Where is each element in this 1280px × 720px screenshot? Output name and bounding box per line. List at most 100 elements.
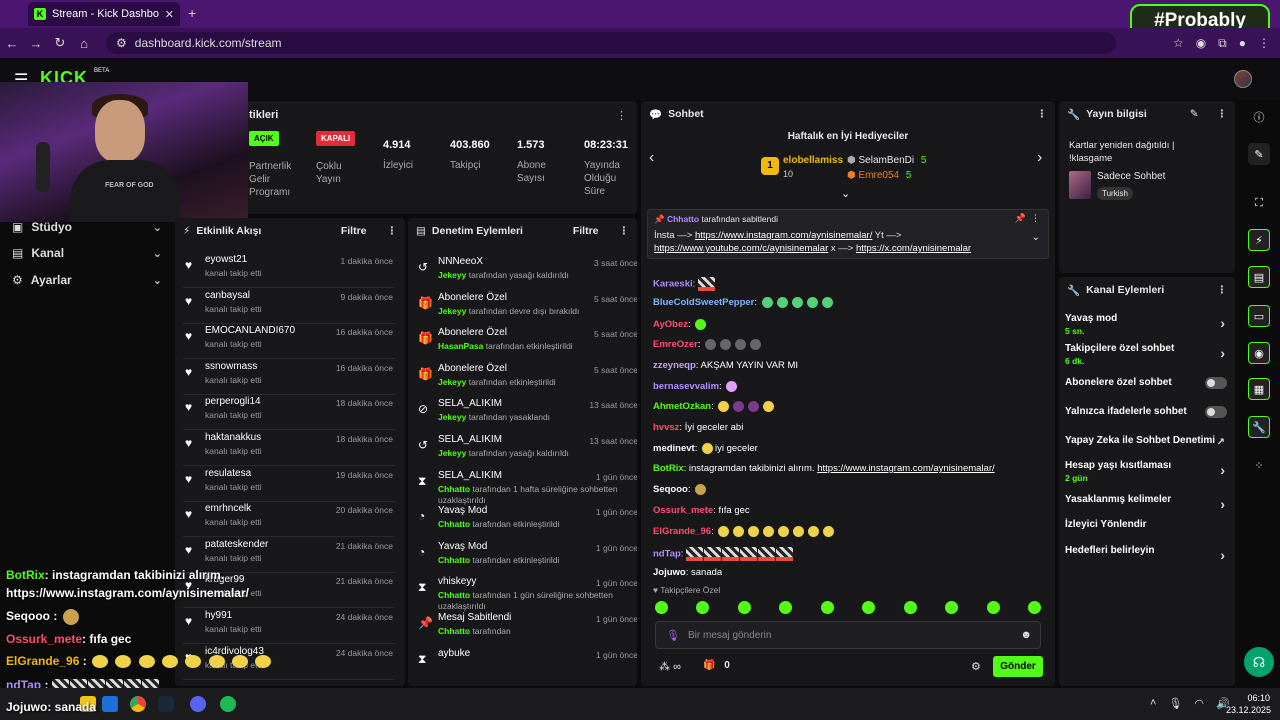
emote[interactable] [820,601,834,614]
chat-username[interactable]: Jojuwo [653,567,686,578]
emote[interactable] [903,601,917,614]
home-icon[interactable]: ⌂ [80,35,88,51]
close-tab-icon[interactable]: ✕ [164,8,174,21]
moderator-name[interactable]: Chhatto [438,519,471,530]
moderation-item[interactable]: ↺ SELA_ALIKIM Jekeyy tarafından yasağı kal… [416,434,637,468]
moderation-item[interactable]: ↺ NNNeeoX Jekeyy tarafından yasağı kaldırı… [416,256,637,290]
activity-item[interactable]: ♥ haktanakkus kanalı takip etti 18 dakika ö… [183,432,395,466]
chat-username[interactable]: Seqooo [653,484,688,496]
activity-user[interactable]: resulatesa [205,467,252,479]
category-thumbnail[interactable] [1069,171,1091,199]
moderation-item[interactable]: ⧗ aybuke 1 gün önce [416,648,637,682]
emote[interactable] [779,601,793,614]
emote[interactable] [737,601,751,614]
chat-input[interactable]: 🎙 Bir mesaj gönderin ☻ [655,621,1041,649]
x-link[interactable]: https://x.com/aynisinemalar [855,243,972,254]
more-apps-icon[interactable]: ⁘ [1254,459,1264,472]
profile-icon[interactable]: ● [1238,35,1246,50]
activity-filter-button[interactable]: Filtre [340,225,367,237]
moderation-item[interactable]: 📌 Mesaj Sabitlendi Chhatto tarafından 1 gün… [416,612,637,646]
chevron-up-icon[interactable]: ˄ [1150,697,1157,709]
moderator-name[interactable]: Chhatto [438,483,471,494]
kebab-menu-icon[interactable]: ⋮ [1216,284,1228,296]
channel-action-item[interactable]: Takipçilere özel sohbet 6 dk. › [1065,343,1229,366]
kebab-menu-icon[interactable]: ⋮ [618,225,630,237]
forward-icon[interactable]: → [29,35,43,51]
moderator-name[interactable]: Jekeyy [438,305,467,316]
activity-user[interactable]: emrhncelk [205,503,252,515]
toggle-switch[interactable] [1205,377,1227,389]
kebab-menu-icon[interactable]: ⋮ [386,225,398,237]
activity-user[interactable]: EMOCANLANDI670 [205,325,296,337]
chat-bubble-icon[interactable]: ▭ [1248,305,1270,327]
activity-item[interactable]: ♥ EMOCANLANDI670 kanalı takip etti 16 dakik… [183,325,395,360]
pin-icon[interactable]: 📌 [1014,213,1026,223]
chat-settings-gear-icon[interactable]: ⚙ [971,661,981,673]
toggle-switch[interactable] [1205,406,1227,418]
chevron-left-icon[interactable]: ‹ [649,149,655,166]
new-tab-icon[interactable]: + [188,5,197,21]
moderation-item[interactable]: 🎁 Abonelere Özel Jekeyy tarafından etkinle… [416,363,637,397]
emote[interactable] [862,601,876,614]
top-gifter-name[interactable]: elobellamiss [783,155,844,166]
moderation-item[interactable]: 🎁 Abonelere Özel Jekeyy tarafından devre d… [416,292,637,326]
emoji-icon[interactable]: ☻ [1020,629,1032,641]
channel-action-item[interactable]: Yalnızca ifadelerle sohbet [1065,406,1229,418]
category-name[interactable]: Sadece Sohbet [1097,171,1166,182]
volume-icon[interactable]: 🔊 [1216,698,1230,710]
outlook-icon[interactable] [102,696,118,712]
back-icon[interactable]: ← [5,35,19,51]
clipboard-icon[interactable]: ▤ [1248,266,1270,288]
user-avatar[interactable] [1234,70,1252,88]
moderation-item[interactable]: 🎁 Abonelere Özel HasanPasa tarafından etki… [416,327,637,361]
activity-item[interactable]: ♥ perperogli14 kanalı takip etti 18 dakika … [183,396,395,431]
file-explorer-icon[interactable] [80,696,96,712]
activity-user[interactable]: hy991 [205,610,233,621]
url-field[interactable]: ⚙ dashboard.kick.com/stream [106,32,1116,54]
channel-action-item[interactable]: Hedefleri belirleyin › [1065,545,1229,563]
broadcast-icon[interactable]: ◉ [1248,342,1270,364]
chat-username[interactable]: BotRix [653,463,684,474]
nav-studio[interactable]: ▣ Stüdyo ⌄ [12,220,162,234]
moderation-item[interactable]: ⊘ SELA_ALIKIM Jekeyy tarafından yasaklandı… [416,398,637,432]
expand-down-icon[interactable]: ⌄ [841,188,851,200]
activity-user[interactable]: eyowst21 [205,254,248,265]
moderator-name[interactable]: Jekeyy [438,270,467,280]
spotify-icon[interactable] [220,696,236,712]
kebab-menu-icon[interactable]: ⋮ [616,110,627,122]
edit-pencil-icon[interactable]: ✎ [1189,108,1199,120]
chat-username[interactable]: ElGrande_96 [653,526,712,538]
activity-item[interactable]: ♥ canbaysal kanalı takip etti 9 dakika önce [183,290,395,324]
chat-username[interactable]: Ossurk_mete [653,505,714,516]
mic-icon[interactable]: 🎙 [1168,698,1183,710]
chat-username[interactable]: EmreOzer [653,339,698,351]
channel-action-item[interactable]: Yasaklanmış kelimeler › [1065,494,1229,512]
activity-item[interactable]: ♥ eyowst21 kanalı takip etti 1 dakika önce [183,254,395,288]
chevron-right-icon[interactable]: › [1037,149,1043,166]
channel-action-item[interactable]: Abonelere özel sohbet [1065,377,1229,389]
activity-user[interactable]: ic4rdivolog43 [205,645,264,657]
info-icon[interactable]: ⓘ [1253,112,1265,124]
chat-username[interactable]: AhmetOzkan [653,401,712,413]
youtube-link[interactable]: https://www.youtube.com/c/aynisinemalar [654,243,829,254]
chat-username[interactable]: zzeyneqp [653,360,696,371]
moderation-item[interactable]: ◔ Yavaş Mod Chhatto tarafından etkinleştir… [416,505,637,539]
channel-action-item[interactable]: Yavaş mod 5 sn. › [1065,313,1229,336]
support-headset-icon[interactable]: ☊ [1244,647,1274,677]
emote[interactable] [696,601,710,614]
activity-item[interactable]: ♥ ssnowmass kanalı takip etti 16 dakika önc… [183,361,395,395]
edit-pencil-icon[interactable]: ✎ [1248,143,1270,165]
gifter-2[interactable]: ⬢ SelamBenDi 5 [847,155,927,166]
moderator-name[interactable]: Chhatto [438,626,471,636]
extensions-puzzle-icon[interactable]: ⧉ [1218,35,1227,50]
send-button[interactable]: Gönder [993,656,1043,677]
steam-icon[interactable] [158,696,174,712]
channel-action-item[interactable]: İzleyici Yönlendir [1065,519,1229,530]
emote[interactable] [1027,601,1041,614]
kebab-menu-icon[interactable]: ⋮ [1216,108,1228,120]
discord-icon[interactable] [190,696,206,712]
chevron-down-icon[interactable]: ⌄ [1031,232,1040,243]
system-clock[interactable]: 06:10 23.12.2025 [1226,693,1272,715]
chat-username[interactable]: medinevt [653,443,695,455]
channel-action-item[interactable]: Yapay Zeka ile Sohbet Denetimi ↗ [1065,435,1229,448]
